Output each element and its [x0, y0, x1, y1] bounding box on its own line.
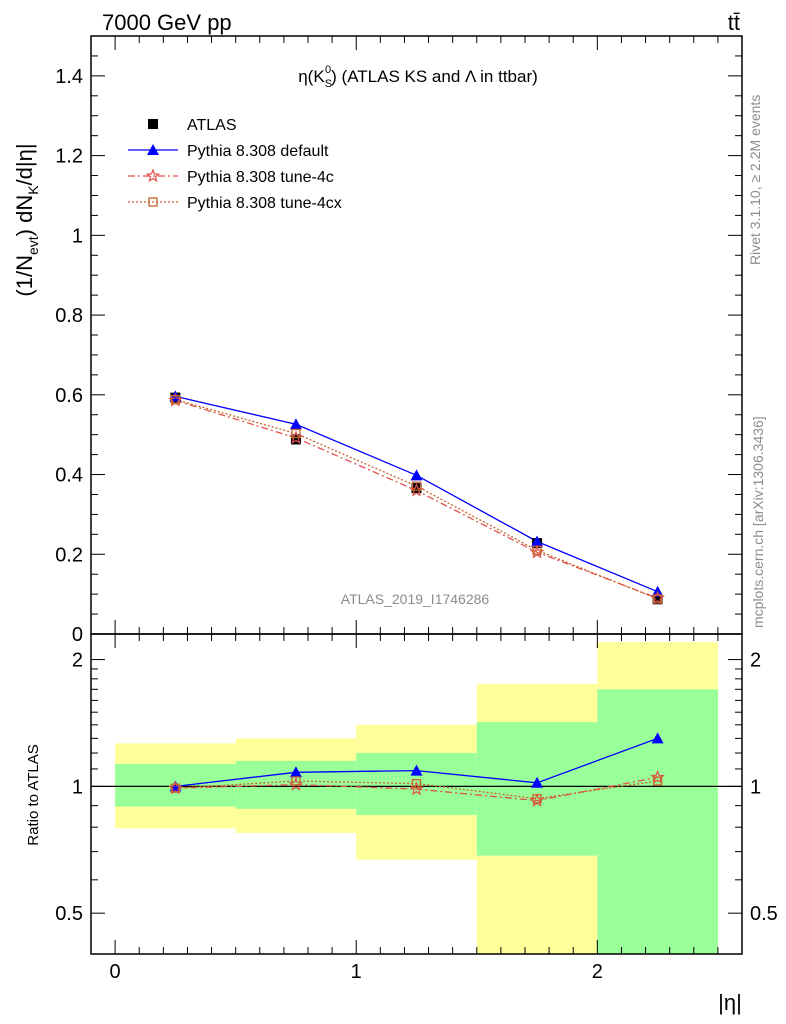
legend-label: Pythia 8.308 tune-4cx	[187, 195, 342, 212]
legend-marker	[147, 144, 159, 155]
energy-label: 7000 GeV pp	[102, 10, 232, 35]
process-label: tt̄	[728, 10, 740, 35]
y-tick-label: 1.2	[55, 146, 83, 168]
main-triangle-series-point	[289, 418, 302, 430]
main-square-series-point	[411, 483, 422, 494]
y-tick-label: 1.4	[55, 66, 83, 88]
ratio-y-tick-label: 2	[72, 650, 83, 672]
main-triangle-series-point	[410, 469, 423, 481]
ratio-open-square-series-point	[411, 778, 422, 789]
main-triangle-series-point	[531, 535, 544, 547]
ratio-y-axis-label: Ratio to ATLAS	[25, 744, 42, 845]
main-triangle-series-line	[175, 395, 658, 593]
legend-label: Pythia 8.308 default	[187, 143, 329, 160]
ratio-y-tick-label-right: 0.5	[750, 903, 778, 925]
main-square-series-point	[652, 594, 663, 605]
ratio-open-square-series-point	[291, 776, 301, 786]
x-tick-label: 2	[592, 961, 603, 983]
legend-label: Pythia 8.308 tune-4c	[187, 169, 334, 186]
legend-marker	[148, 197, 158, 207]
y-tick-label: 0.8	[55, 305, 83, 327]
main-star-series-line	[175, 399, 658, 599]
ratio-plot-frame	[90, 633, 743, 955]
main-title: η(KS0) (ATLAS KS and Λ in ttbar)	[298, 64, 538, 90]
legend-label: ATLAS	[187, 117, 237, 134]
x-tick-label: 0	[110, 961, 121, 983]
legend: ATLAS Pythia 8.308 default Pythia 8.308 tu…	[128, 117, 342, 212]
ratio-triangle-series-point	[289, 766, 302, 778]
rivet-version-label: Rivet 3.1.10, ≥ 2.2M events	[747, 95, 763, 265]
x-tick-label: 1	[351, 961, 362, 983]
main-open-square-series-line	[175, 398, 658, 600]
ratio-star-series-line	[175, 776, 658, 802]
y-tick-label: 0.2	[55, 544, 83, 566]
y-tick-label: 1	[72, 225, 83, 247]
main-open-square-series-point	[652, 594, 663, 604]
y-tick-label: 0	[72, 624, 83, 646]
y-tick-label: 0.6	[55, 385, 83, 407]
uncertainty-band-green	[476, 722, 598, 856]
main-open-square-series-point	[411, 481, 422, 491]
y-tick-label: 0.4	[55, 465, 83, 487]
main-open-square-series-point	[532, 545, 542, 555]
ratio-triangle-series-point	[651, 732, 664, 744]
ratio-open-square-series-point	[532, 794, 542, 804]
ratio-star-series-point	[650, 769, 665, 784]
analysis-watermark: ATLAS_2019_I1746286	[341, 591, 490, 607]
legend-marker	[145, 168, 161, 183]
legend-marker	[148, 119, 158, 129]
x-axis-label: |η|	[718, 990, 742, 1015]
ratio-open-square-series-point	[652, 776, 663, 786]
ratio-triangle-series-point	[410, 764, 423, 776]
ratio-y-tick-label-right: 2	[750, 650, 761, 672]
mcplots-label: mcplots.cern.ch [arXiv:1306.3436]	[750, 416, 766, 628]
main-y-axis-label: (1/Nevt) dNK/d|η|	[12, 143, 41, 296]
ratio-y-tick-label-right: 1	[750, 776, 761, 798]
ratio-y-tick-label: 1	[72, 776, 83, 798]
main-square-series-point	[290, 434, 301, 445]
ratio-y-tick-label: 0.5	[55, 903, 83, 925]
main-open-square-series-point	[291, 428, 301, 439]
uncertainty-band-green	[597, 689, 718, 954]
ratio-triangle-series-point	[531, 776, 544, 788]
main-open-square-series-point	[170, 394, 181, 405]
ratio-open-square-series-point	[170, 783, 181, 793]
